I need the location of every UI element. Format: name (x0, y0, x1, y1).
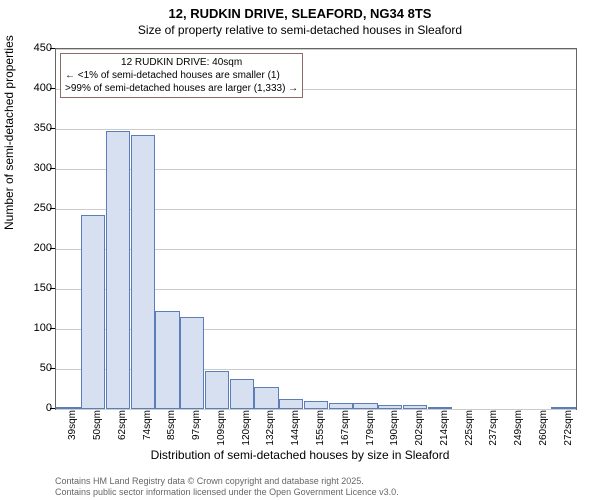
histogram-bar (81, 215, 105, 409)
ytick-label: 250 (22, 202, 52, 214)
histogram-bar (254, 387, 278, 409)
ytick-mark (50, 368, 55, 369)
xtick-label: 155sqm (315, 410, 326, 450)
ytick-mark (50, 128, 55, 129)
ytick-label: 300 (22, 162, 52, 174)
histogram-bar (279, 399, 303, 409)
title-subtitle: Size of property relative to semi-detach… (0, 23, 600, 37)
xtick-label: 62sqm (117, 410, 128, 450)
histogram-bar (551, 407, 575, 409)
histogram-bar (180, 317, 204, 409)
ytick-label: 350 (22, 122, 52, 134)
xtick-label: 144sqm (290, 410, 301, 450)
ytick-mark (50, 328, 55, 329)
histogram-bar (428, 407, 452, 409)
title-block: 12, RUDKIN DRIVE, SLEAFORD, NG34 8TS Siz… (0, 0, 600, 37)
annotation-title: 12 RUDKIN DRIVE: 40sqm (65, 56, 298, 69)
annotation-box: 12 RUDKIN DRIVE: 40sqm ← <1% of semi-det… (60, 53, 303, 98)
ytick-mark (50, 208, 55, 209)
histogram-bar (131, 135, 155, 409)
title-address: 12, RUDKIN DRIVE, SLEAFORD, NG34 8TS (0, 6, 600, 21)
ytick-label: 400 (22, 82, 52, 94)
histogram-bar (353, 403, 377, 409)
gridline (56, 49, 576, 50)
xtick-label: 132sqm (265, 410, 276, 450)
xtick-label: 74sqm (142, 410, 153, 450)
xtick-label: 237sqm (488, 410, 499, 450)
histogram-bar (378, 405, 402, 409)
xtick-label: 179sqm (365, 410, 376, 450)
xtick-label: 50sqm (92, 410, 103, 450)
ytick-mark (50, 48, 55, 49)
histogram-bar (304, 401, 328, 409)
xtick-label: 190sqm (389, 410, 400, 450)
ytick-label: 450 (22, 42, 52, 54)
plot-area: 12 RUDKIN DRIVE: 40sqm ← <1% of semi-det… (55, 48, 577, 410)
histogram-bar (230, 379, 254, 409)
ytick-mark (50, 168, 55, 169)
histogram-bar (155, 311, 179, 409)
ytick-mark (50, 248, 55, 249)
ytick-label: 0 (22, 402, 52, 414)
xtick-label: 85sqm (166, 410, 177, 450)
ytick-mark (50, 288, 55, 289)
histogram-bar (403, 405, 427, 409)
xtick-label: 260sqm (538, 410, 549, 450)
xtick-label: 225sqm (464, 410, 475, 450)
histogram-bar (205, 371, 229, 409)
footer-line2: Contains public sector information licen… (55, 487, 399, 498)
ytick-label: 200 (22, 242, 52, 254)
histogram-bar (56, 407, 80, 409)
chart-container: 12, RUDKIN DRIVE, SLEAFORD, NG34 8TS Siz… (0, 0, 600, 500)
xtick-label: 167sqm (340, 410, 351, 450)
xtick-label: 249sqm (513, 410, 524, 450)
xtick-label: 39sqm (67, 410, 78, 450)
annotation-larger: >99% of semi-detached houses are larger … (65, 82, 298, 95)
gridline (56, 129, 576, 130)
footer-line1: Contains HM Land Registry data © Crown c… (55, 476, 399, 487)
xtick-label: 109sqm (216, 410, 227, 450)
xtick-label: 214sqm (439, 410, 450, 450)
xtick-label: 97sqm (191, 410, 202, 450)
ytick-label: 100 (22, 322, 52, 334)
x-axis-label: Distribution of semi-detached houses by … (0, 448, 600, 462)
xtick-label: 202sqm (414, 410, 425, 450)
annotation-smaller: ← <1% of semi-detached houses are smalle… (65, 69, 298, 82)
histogram-bar (106, 131, 130, 409)
footer-attribution: Contains HM Land Registry data © Crown c… (55, 476, 399, 498)
histogram-bar (329, 403, 353, 409)
ytick-mark (50, 88, 55, 89)
ytick-label: 50 (22, 362, 52, 374)
ytick-mark (50, 408, 55, 409)
xtick-label: 120sqm (241, 410, 252, 450)
y-axis-label: Number of semi-detached properties (2, 35, 16, 230)
ytick-label: 150 (22, 282, 52, 294)
xtick-label: 272sqm (563, 410, 574, 450)
